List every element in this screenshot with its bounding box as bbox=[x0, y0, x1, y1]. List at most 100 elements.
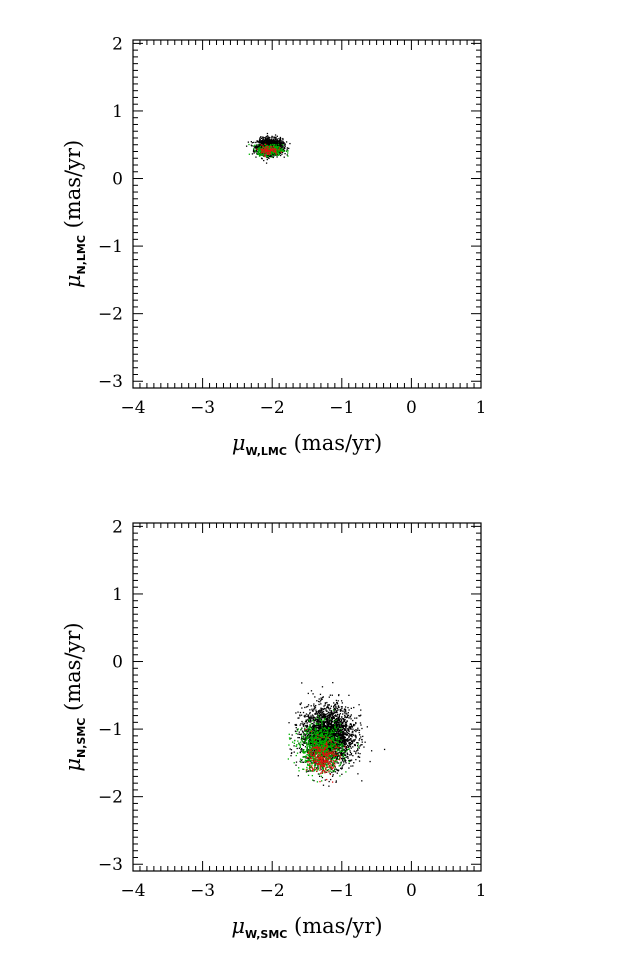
scatter-point bbox=[341, 728, 344, 731]
scatter-point bbox=[350, 754, 352, 756]
scatter-point bbox=[330, 720, 332, 722]
scatter-point bbox=[322, 715, 324, 717]
scatter-point bbox=[330, 720, 332, 723]
scatter-point bbox=[336, 719, 339, 722]
scatter-point bbox=[324, 730, 327, 732]
scatter-point bbox=[307, 749, 309, 751]
scatter-point bbox=[343, 729, 346, 731]
scatter-point bbox=[255, 150, 257, 152]
scatter-point bbox=[298, 731, 300, 733]
scatter-point bbox=[347, 738, 349, 740]
scatter-point bbox=[305, 729, 307, 732]
scatter-point bbox=[279, 150, 281, 152]
scatter-point bbox=[329, 778, 332, 781]
scatter-point bbox=[344, 760, 346, 763]
scatter-point bbox=[309, 716, 311, 719]
scatter-point bbox=[272, 148, 275, 150]
scatter-point bbox=[333, 757, 336, 760]
scatter-point bbox=[320, 727, 322, 730]
scatter-point bbox=[327, 714, 329, 717]
scatter-point bbox=[259, 145, 262, 148]
scatter-point bbox=[349, 715, 352, 717]
scatter-point bbox=[268, 144, 270, 146]
scatter-point bbox=[323, 712, 325, 715]
scatter-point bbox=[332, 742, 335, 744]
scatter-point bbox=[325, 740, 327, 742]
scatter-point bbox=[286, 149, 288, 151]
scatter-point bbox=[337, 770, 339, 772]
scatter-point bbox=[336, 734, 338, 736]
scatter-point bbox=[306, 724, 309, 726]
scatter-point bbox=[321, 737, 323, 740]
scatter-point bbox=[301, 750, 304, 752]
scatter-point bbox=[345, 711, 347, 713]
scatter-point bbox=[333, 726, 335, 729]
scatter-point bbox=[324, 715, 326, 718]
scatter-point bbox=[314, 749, 316, 751]
scatter-point bbox=[356, 717, 358, 719]
scatter-point bbox=[308, 736, 310, 738]
scatter-point bbox=[328, 720, 330, 722]
scatter-point bbox=[340, 738, 343, 741]
scatter-point bbox=[263, 152, 265, 154]
scatter-point bbox=[336, 707, 339, 710]
scatter-point bbox=[341, 745, 343, 747]
scatter-point bbox=[345, 739, 347, 741]
scatter-point bbox=[268, 153, 271, 155]
scatter-point bbox=[335, 780, 337, 782]
scatter-point bbox=[303, 751, 305, 753]
scatter-point bbox=[266, 156, 268, 159]
scatter-point bbox=[337, 753, 339, 755]
scatter-point bbox=[335, 734, 337, 737]
scatter-point bbox=[348, 730, 350, 733]
scatter-point bbox=[346, 716, 348, 718]
scatter-point bbox=[328, 785, 330, 787]
scatter-point bbox=[266, 153, 269, 155]
scatter-point bbox=[332, 736, 334, 738]
scatter-point bbox=[284, 152, 286, 155]
scatter-point bbox=[344, 736, 346, 738]
scatter-point bbox=[273, 143, 275, 145]
scatter-point bbox=[328, 780, 330, 783]
scatter-point bbox=[319, 759, 321, 761]
scatter-point bbox=[334, 766, 336, 768]
scatter-point bbox=[319, 693, 322, 696]
scatter-point bbox=[264, 137, 266, 139]
scatter-point bbox=[332, 732, 335, 734]
scatter-point bbox=[335, 717, 338, 720]
scatter-point bbox=[325, 771, 327, 773]
scatter-point bbox=[288, 722, 290, 724]
scatter-point bbox=[336, 758, 338, 760]
scatter-point bbox=[332, 738, 334, 740]
scatter-point bbox=[347, 706, 349, 709]
scatter-point bbox=[347, 753, 349, 755]
scatter-point bbox=[339, 721, 341, 723]
scatter-point bbox=[348, 739, 351, 741]
scatter-point bbox=[326, 735, 328, 737]
scatter-point bbox=[343, 763, 345, 765]
scatter-point bbox=[269, 142, 271, 144]
scatter-point bbox=[332, 731, 334, 733]
scatter-point bbox=[316, 710, 318, 713]
scatter-point bbox=[336, 762, 338, 764]
scatter-point bbox=[328, 733, 331, 735]
scatter-point bbox=[318, 698, 320, 700]
scatter-point bbox=[307, 718, 309, 721]
scatter-point bbox=[265, 142, 268, 145]
scatter-point bbox=[370, 750, 373, 752]
scatter-point bbox=[266, 146, 268, 148]
scatter-point bbox=[334, 737, 336, 739]
scatter-point bbox=[309, 713, 311, 715]
scatter-point bbox=[345, 743, 347, 745]
scatter-point bbox=[340, 743, 342, 745]
scatter-point bbox=[320, 721, 322, 724]
scatter-point bbox=[333, 712, 335, 714]
scatter-point bbox=[329, 742, 331, 745]
scatter-point bbox=[304, 756, 306, 758]
scatter-point bbox=[342, 736, 344, 739]
scatter-point bbox=[267, 156, 269, 158]
scatter-point bbox=[355, 758, 357, 761]
scatter-point bbox=[354, 739, 356, 741]
scatter-point bbox=[334, 727, 336, 730]
scatter-point bbox=[272, 141, 275, 143]
